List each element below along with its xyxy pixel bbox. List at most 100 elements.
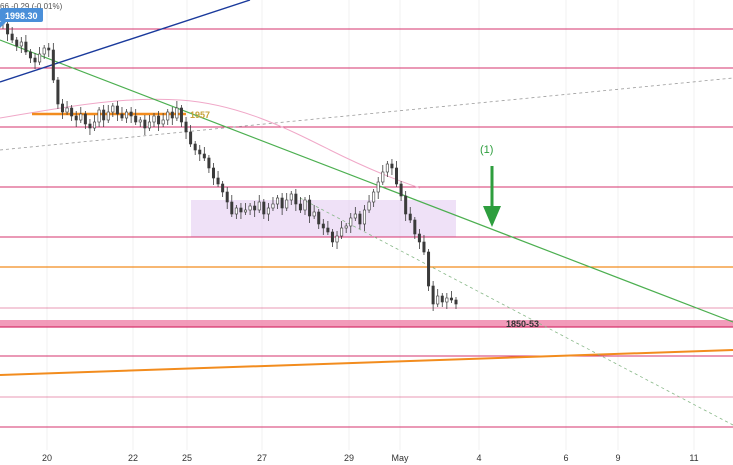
candle-body — [138, 119, 142, 123]
candle-body — [276, 197, 280, 205]
label-1957: 1957 — [190, 110, 210, 120]
candle-body — [257, 201, 261, 211]
price-badge: 1998.30 — [0, 8, 43, 28]
candle-body — [335, 235, 339, 243]
x-tick-label: 11 — [689, 453, 698, 463]
candle-body — [344, 225, 348, 229]
candle-body — [312, 211, 316, 217]
moving-average — [0, 98, 421, 189]
candle-body — [38, 53, 42, 63]
candle-body — [422, 241, 426, 253]
candle-body — [417, 233, 421, 243]
x-tick-label: 22 — [128, 453, 138, 463]
orange-trendline — [0, 349, 733, 376]
candle-body — [248, 205, 252, 211]
candle-body — [143, 119, 147, 129]
candle-body — [372, 191, 376, 203]
candle-body — [395, 167, 399, 185]
candle-body — [111, 105, 115, 113]
candle-body — [413, 219, 417, 235]
candle-body — [431, 285, 435, 305]
candle-body — [161, 119, 165, 125]
candle-body — [399, 183, 403, 197]
candle-body — [317, 211, 321, 225]
support-band-1850-53 — [0, 320, 733, 327]
candle-body — [280, 197, 284, 209]
down-arrow-icon — [483, 166, 501, 227]
candle-body — [436, 295, 440, 305]
x-tick-label: 20 — [42, 453, 52, 463]
candle-body — [24, 41, 28, 53]
candlestick-series — [1, 19, 458, 311]
candle-body — [326, 227, 330, 233]
candle-body — [353, 213, 357, 219]
candle-body — [15, 39, 19, 47]
blue-trendline — [0, 0, 251, 83]
candle-body — [358, 213, 362, 225]
x-tick-label: 29 — [344, 453, 354, 463]
candle-body — [262, 201, 266, 215]
candle-body — [440, 295, 444, 303]
candle-body — [198, 149, 202, 155]
candle-body — [367, 201, 371, 211]
candle-body — [207, 157, 211, 169]
candle-body — [211, 167, 215, 179]
candle-body — [166, 111, 170, 121]
candle-body — [385, 163, 389, 173]
green-trendline — [0, 39, 733, 323]
candle-body — [376, 181, 380, 193]
candle-body — [285, 199, 289, 209]
candle-body — [449, 297, 453, 301]
x-tick-label: 27 — [257, 453, 267, 463]
price-change-text: 66 -0.29 (-0.01%) — [0, 2, 63, 11]
candle-body — [47, 47, 51, 51]
candle-body — [42, 47, 46, 55]
candle-body — [294, 193, 298, 205]
candle-body — [157, 115, 161, 125]
candle-body — [244, 209, 248, 213]
candle-body — [408, 213, 412, 221]
candle-body — [184, 121, 188, 133]
candle-body — [134, 115, 138, 123]
candle-body — [225, 191, 229, 203]
candle-body — [88, 123, 92, 129]
x-tick-label: 6 — [563, 453, 568, 463]
svg-text:1998.30: 1998.30 — [5, 11, 38, 21]
candle-body — [404, 195, 408, 215]
candle-body — [221, 183, 225, 193]
candle-body — [97, 109, 101, 123]
candle-body — [298, 203, 302, 211]
candle-body — [266, 207, 270, 215]
candle-body — [303, 199, 307, 211]
x-tick-label: 4 — [476, 453, 481, 463]
candle-body — [10, 33, 14, 41]
candle-body — [239, 207, 243, 213]
candle-body — [93, 121, 97, 129]
x-tick-label: 9 — [615, 453, 620, 463]
candle-body — [51, 49, 55, 81]
horizontal-levels — [0, 28, 733, 428]
candle-body — [216, 177, 220, 185]
dashed-projection — [299, 197, 733, 426]
candle-body — [362, 209, 366, 225]
x-axis: 20 22 25 27 29 May 4 6 9 11 — [42, 453, 699, 463]
candle-body — [202, 153, 206, 159]
candle-body — [129, 111, 133, 117]
label-1850-53: 1850-53 — [506, 319, 539, 329]
candle-body — [308, 199, 312, 217]
candle-body — [147, 121, 151, 129]
candle-body — [28, 51, 32, 59]
candle-body — [321, 223, 325, 229]
candle-body — [253, 205, 257, 211]
candle-body — [120, 113, 124, 119]
candle-body — [179, 107, 183, 123]
candle-body — [115, 105, 119, 115]
candle-body — [445, 297, 449, 303]
candle-body — [56, 79, 60, 105]
candle-body — [234, 207, 238, 215]
candle-body — [152, 115, 156, 123]
x-tick-label: 25 — [182, 453, 192, 463]
candle-body — [83, 113, 87, 125]
candle-body — [330, 231, 334, 243]
